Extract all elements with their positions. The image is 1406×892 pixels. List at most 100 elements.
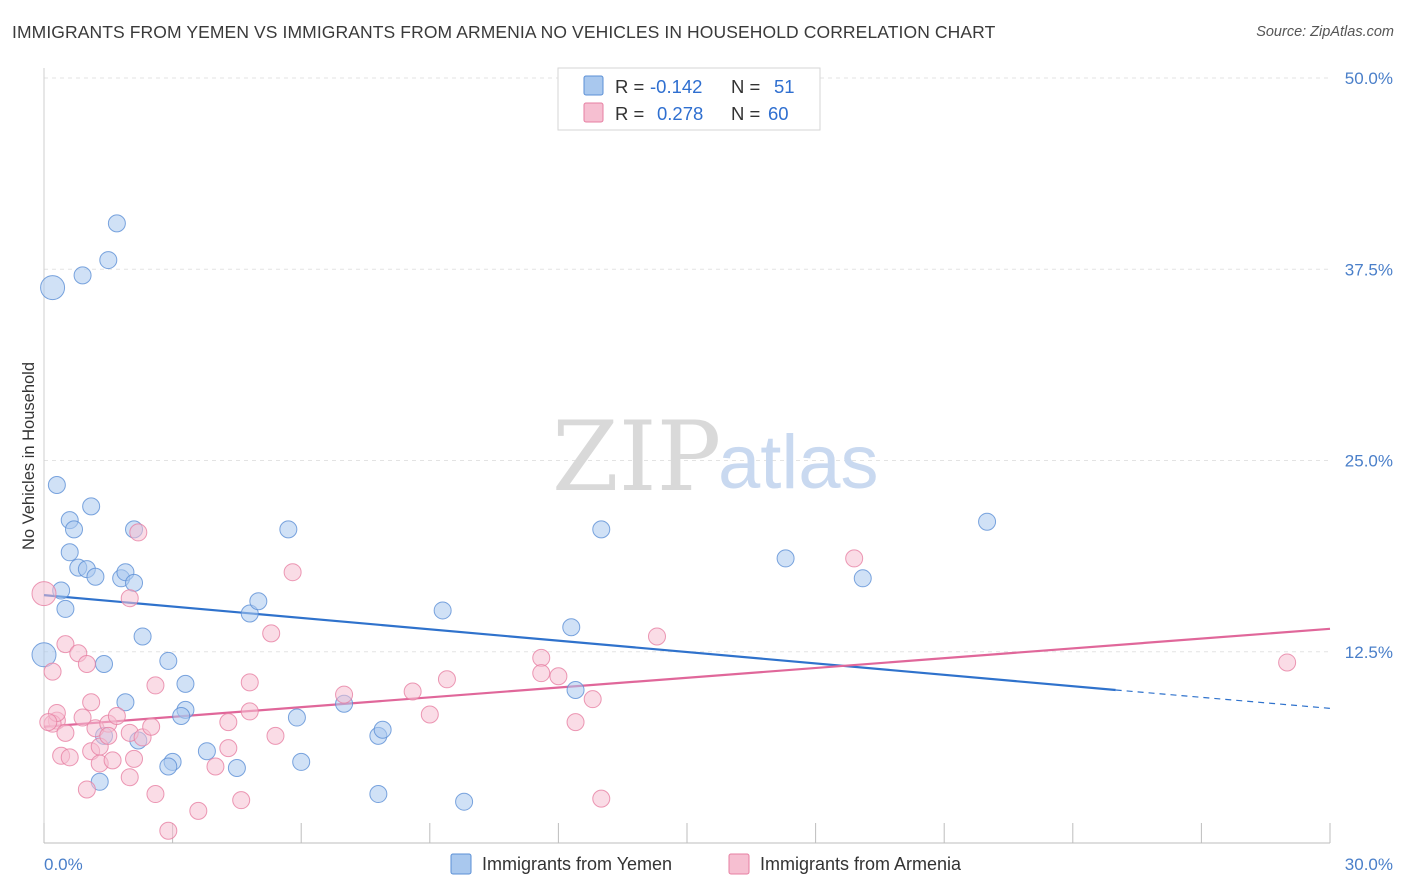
point-armenia-0 [31, 581, 57, 607]
point-armenia-30 [129, 523, 148, 542]
bottom-legend-label-yemen: Immigrants from Yemen [482, 854, 672, 874]
point-armenia-41 [283, 563, 302, 582]
data-points [31, 214, 1297, 840]
legend-r-value-yemen: -0.142 [650, 76, 702, 97]
legend-n-label-armenia: N = [731, 103, 760, 124]
point-armenia-8 [56, 635, 75, 654]
point-armenia-1 [43, 662, 62, 681]
x-tick-label-0: 0.0% [44, 855, 83, 874]
point-yemen-46 [592, 520, 611, 539]
point-yemen-41 [369, 785, 388, 804]
point-armenia-40 [266, 726, 285, 745]
legend-r-value-armenia: 0.278 [657, 103, 703, 124]
legend-box: R = -0.142 N = 51 R = 0.278 N = 60 [557, 67, 821, 131]
x-tick-label-1: 30.0% [1345, 855, 1393, 874]
y-tick-labels: 12.5% 25.0% 37.5% 50.0% [1345, 69, 1393, 662]
point-yemen-4 [107, 214, 126, 233]
trendline-yemen-extension [1115, 689, 1331, 709]
point-yemen-22 [176, 674, 195, 693]
point-yemen-34 [249, 592, 268, 611]
point-armenia-46 [532, 648, 551, 667]
point-yemen-2 [73, 266, 92, 285]
point-yemen-33 [240, 604, 259, 623]
point-armenia-44 [420, 705, 439, 724]
point-yemen-47 [776, 549, 795, 568]
point-armenia-34 [219, 713, 238, 732]
bottom-legend-swatch-armenia [728, 853, 750, 875]
point-armenia-29 [146, 785, 165, 804]
point-yemen-35 [279, 520, 298, 539]
point-armenia-42 [335, 685, 354, 704]
bottom-legend-label-armenia: Immigrants from Armenia [760, 854, 962, 874]
point-yemen-49 [978, 512, 997, 531]
point-armenia-39 [262, 624, 281, 643]
point-yemen-43 [455, 792, 474, 811]
point-yemen-0 [40, 275, 66, 301]
point-yemen-29 [159, 757, 178, 776]
point-armenia-24 [125, 749, 144, 768]
point-yemen-40 [373, 720, 392, 739]
point-armenia-19 [107, 707, 126, 726]
point-armenia-11 [77, 654, 96, 673]
point-yemen-37 [292, 752, 311, 771]
point-yemen-23 [116, 693, 135, 712]
bottom-legend-swatch-yemen [450, 853, 472, 875]
point-armenia-21 [99, 726, 118, 745]
point-armenia-36 [232, 791, 251, 810]
legend-n-value-yemen: 51 [774, 76, 795, 97]
point-armenia-47 [532, 664, 551, 683]
point-armenia-50 [583, 690, 602, 709]
y-axis-label: No Vehicles in Household [20, 362, 38, 550]
y-tick-label-2: 37.5% [1345, 260, 1393, 279]
legend-swatch-yemen [583, 75, 604, 96]
bottom-legend: Immigrants from Yemen Immigrants from Ar… [450, 853, 962, 875]
point-yemen-1 [31, 642, 57, 668]
point-armenia-20 [77, 780, 96, 799]
grid-lines [44, 77, 1330, 653]
point-yemen-45 [566, 681, 585, 699]
point-yemen-18 [56, 599, 75, 618]
watermark-atlas: atlas [718, 420, 879, 505]
point-yemen-25 [172, 707, 191, 726]
point-armenia-52 [647, 627, 666, 646]
point-armenia-7 [60, 748, 79, 767]
legend-r-label-yemen: R = [615, 76, 644, 97]
point-yemen-19 [133, 627, 152, 646]
point-armenia-49 [566, 713, 585, 732]
point-armenia-6 [56, 723, 75, 742]
trendline-yemen [43, 594, 1116, 692]
legend-n-label-yemen: N = [731, 76, 760, 97]
point-yemen-42 [433, 601, 452, 620]
point-yemen-7 [65, 520, 84, 539]
point-armenia-48 [549, 667, 568, 686]
point-armenia-38 [240, 673, 259, 692]
chart-title: IMMIGRANTS FROM YEMEN VS IMMIGRANTS FROM… [12, 22, 996, 42]
point-yemen-3 [99, 251, 118, 270]
point-armenia-27 [142, 717, 161, 736]
point-yemen-5 [47, 475, 66, 494]
legend-swatch-armenia [583, 102, 604, 123]
point-yemen-15 [125, 573, 144, 592]
point-armenia-31 [159, 821, 178, 840]
axes [43, 68, 1331, 844]
legend-r-label-armenia: R = [615, 103, 644, 124]
point-yemen-48 [853, 569, 872, 588]
point-armenia-28 [146, 676, 165, 695]
watermark-zip: ZIP [552, 401, 721, 513]
point-yemen-8 [82, 497, 101, 516]
point-yemen-21 [159, 651, 178, 670]
point-yemen-12 [86, 567, 105, 586]
point-armenia-33 [206, 757, 225, 776]
point-armenia-37 [240, 702, 259, 721]
point-armenia-10 [73, 708, 92, 727]
point-armenia-51 [592, 789, 611, 808]
y-tick-label-0: 12.5% [1345, 643, 1393, 662]
point-yemen-20 [95, 654, 114, 673]
x-tick-labels: 0.0% 30.0% [44, 855, 1393, 874]
point-armenia-55 [39, 713, 58, 732]
legend-n-value-armenia: 60 [768, 103, 789, 124]
point-yemen-44 [562, 618, 581, 637]
point-yemen-30 [197, 742, 216, 761]
point-armenia-53 [845, 549, 864, 568]
